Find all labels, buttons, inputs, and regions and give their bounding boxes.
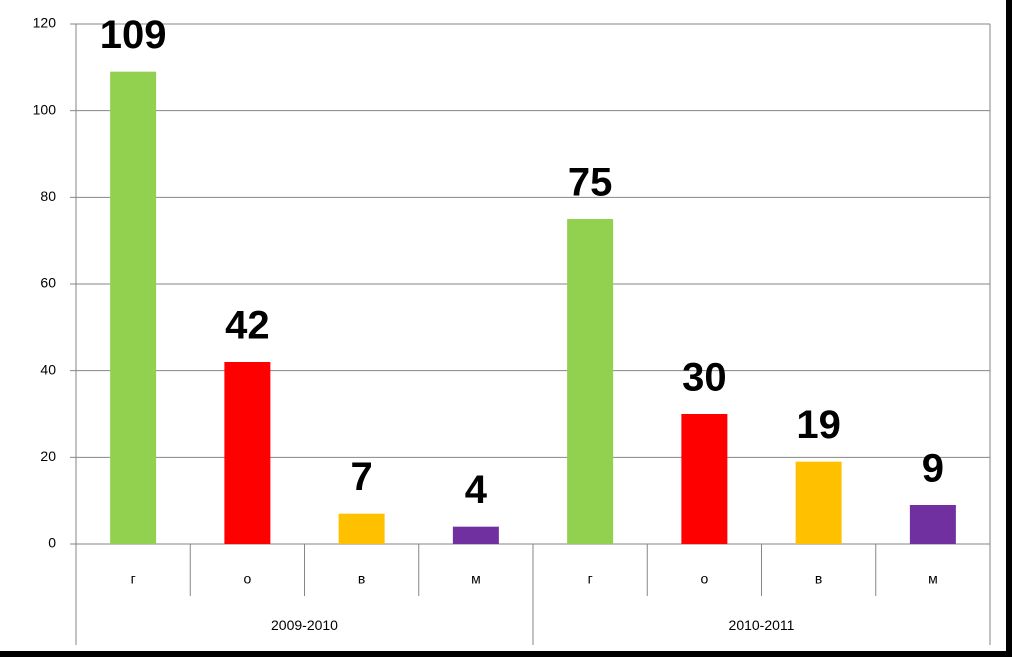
bar xyxy=(681,414,728,544)
y-tick-label: 80 xyxy=(40,188,56,204)
y-tick-label: 40 xyxy=(40,361,56,377)
value-label: 109 xyxy=(100,13,167,57)
x-tick-label: в xyxy=(815,571,822,587)
value-label: 4 xyxy=(465,468,488,512)
value-label: 30 xyxy=(682,356,727,400)
value-label: 9 xyxy=(922,447,944,491)
bar xyxy=(452,526,499,544)
value-label: 7 xyxy=(351,455,373,499)
value-label: 42 xyxy=(225,304,270,348)
frame-shadow xyxy=(0,651,1012,657)
y-tick-label: 60 xyxy=(40,275,56,291)
bar xyxy=(795,461,842,544)
x-tick-label: м xyxy=(928,571,938,587)
y-tick-label: 0 xyxy=(48,535,56,551)
bar xyxy=(110,71,157,545)
x-tick-label: г xyxy=(588,571,593,587)
x-tick-label: в xyxy=(358,571,365,587)
x-tick-label: м xyxy=(471,571,481,587)
x-tick-label: о xyxy=(243,571,251,587)
value-label: 19 xyxy=(796,403,841,447)
bar xyxy=(909,505,956,544)
group-label: 2010-2011 xyxy=(729,617,795,633)
x-tick-label: г xyxy=(131,571,136,587)
bar xyxy=(224,362,271,544)
value-label: 75 xyxy=(568,161,613,205)
y-tick-label: 100 xyxy=(33,101,57,117)
y-tick-label: 120 xyxy=(33,15,57,31)
bar xyxy=(567,219,614,544)
bar xyxy=(338,513,385,544)
x-tick-label: о xyxy=(700,571,708,587)
group-label: 2009-2010 xyxy=(271,617,338,633)
frame-shadow xyxy=(1006,0,1012,657)
y-tick-label: 20 xyxy=(40,448,56,464)
